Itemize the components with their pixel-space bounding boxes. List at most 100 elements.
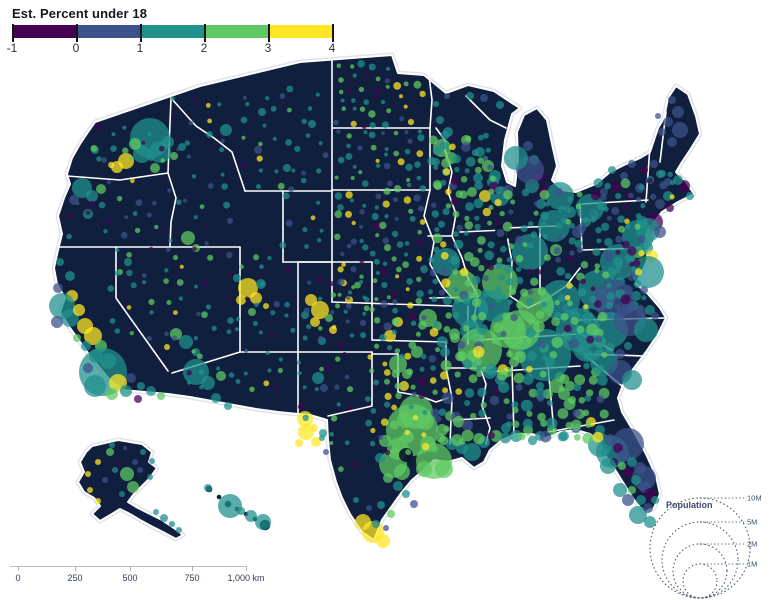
county-bubble — [455, 351, 465, 362]
county-bubble — [318, 335, 323, 341]
county-bubble — [462, 359, 473, 369]
county-bubble — [638, 250, 645, 257]
county-bubble — [398, 435, 404, 441]
county-bubble — [373, 317, 381, 324]
county-bubble — [602, 271, 610, 279]
county-bubble — [317, 296, 323, 301]
county-bubble — [382, 200, 390, 208]
county-bubble — [408, 312, 416, 321]
county-bubble — [350, 120, 357, 127]
county-bubble — [582, 409, 590, 417]
county-bubble — [129, 138, 141, 150]
county-bubble — [588, 375, 599, 385]
county-bubble — [527, 289, 533, 295]
county-bubble — [474, 181, 484, 190]
county-bubble — [379, 221, 387, 230]
county-bubble — [338, 466, 344, 472]
county-bubble — [167, 188, 172, 193]
county-bubble — [267, 255, 272, 261]
county-bubble — [440, 347, 450, 357]
county-bubble — [89, 200, 95, 207]
county-bubble — [574, 374, 586, 386]
county-bubble — [226, 273, 232, 278]
county-bubble — [434, 227, 440, 233]
county-bubble — [325, 314, 333, 322]
county-bubble — [421, 432, 427, 438]
county-bubble — [433, 101, 439, 107]
county-bubble — [403, 196, 412, 204]
county-bubble — [337, 156, 345, 164]
county-bubble — [449, 143, 456, 151]
county-bubble — [358, 279, 364, 285]
county-bubble — [549, 351, 558, 359]
county-bubble — [154, 224, 159, 230]
county-bubble — [488, 264, 494, 271]
county-bubble — [359, 106, 366, 112]
county-bubble — [573, 383, 582, 392]
county-bubble — [576, 246, 584, 254]
county-bubble — [419, 90, 426, 98]
county-bubble — [589, 295, 597, 303]
county-bubble — [386, 66, 391, 71]
county-bubble — [557, 235, 562, 241]
county-bubble — [226, 329, 232, 335]
county-bubble — [106, 448, 114, 456]
county-bubble — [618, 462, 626, 470]
county-bubble — [480, 94, 488, 102]
county-bubble — [405, 449, 412, 455]
county-bubble — [537, 269, 543, 275]
county-bubble — [568, 222, 575, 229]
county-bubble — [335, 356, 341, 362]
county-bubbles — [49, 60, 694, 548]
county-bubble — [496, 229, 505, 238]
county-bubble — [413, 80, 422, 89]
county-bubble — [460, 176, 468, 183]
county-bubble — [544, 254, 551, 261]
county-bubble — [394, 464, 410, 480]
county-bubble — [350, 238, 357, 245]
county-bubble — [221, 183, 228, 190]
county-bubble — [390, 447, 397, 455]
county-bubble — [202, 280, 208, 286]
county-bubble — [342, 352, 347, 356]
county-bubble — [141, 140, 146, 145]
county-bubble — [508, 243, 515, 250]
county-bubble — [159, 145, 165, 152]
county-bubble — [359, 274, 364, 279]
county-bubble — [441, 158, 451, 169]
county-bubble — [600, 188, 608, 196]
county-bubble — [263, 303, 269, 309]
county-bubble — [541, 221, 547, 227]
county-bubble — [417, 129, 422, 134]
county-bubble — [535, 310, 545, 320]
county-bubble — [620, 294, 631, 305]
county-bubble — [508, 357, 520, 368]
county-bubble — [445, 188, 452, 196]
county-bubble — [495, 261, 503, 270]
county-bubble — [147, 131, 152, 137]
county-bubble — [594, 328, 604, 338]
county-bubble — [431, 296, 438, 303]
county-bubble — [279, 93, 286, 99]
county-bubble — [207, 118, 213, 124]
county-bubble — [285, 266, 292, 273]
county-bubble — [477, 236, 486, 245]
county-bubble — [432, 233, 443, 244]
legend-swatch — [204, 25, 268, 38]
county-bubble — [640, 203, 646, 209]
county-bubble — [582, 349, 594, 361]
county-bubble — [537, 286, 547, 296]
county-bubble — [655, 199, 665, 209]
county-bubble — [352, 164, 357, 169]
county-bubble — [582, 433, 594, 444]
county-bubble — [181, 231, 195, 245]
county-bubble — [140, 449, 146, 455]
county-bubble — [382, 361, 388, 367]
county-bubble — [374, 297, 379, 302]
county-bubble — [470, 412, 477, 420]
county-bubble — [188, 120, 194, 126]
county-bubble — [472, 275, 481, 285]
county-bubble — [428, 257, 435, 263]
county-bubble — [440, 251, 449, 260]
county-bubble — [450, 135, 456, 141]
